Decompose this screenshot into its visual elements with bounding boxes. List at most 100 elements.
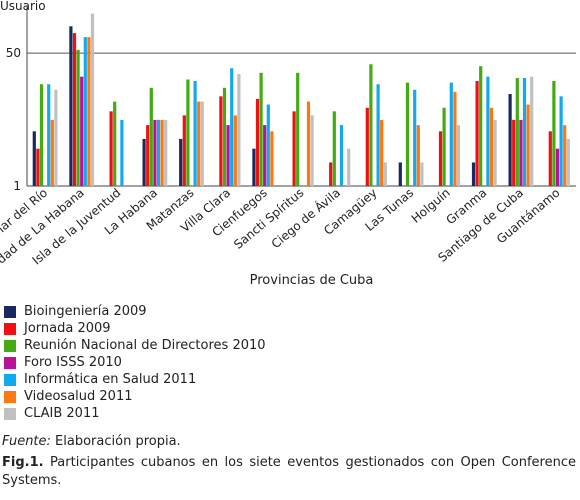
bar (416, 125, 420, 186)
bar (219, 96, 223, 186)
bar (475, 80, 479, 186)
bar (263, 125, 267, 186)
y-tick-label: 50 (6, 46, 21, 60)
bar (332, 111, 336, 186)
bar (233, 115, 237, 186)
legend-label: Jornada 2009 (24, 321, 111, 336)
bar (559, 96, 563, 186)
bar (347, 148, 351, 186)
legend-label: Bioingeniería 2009 (24, 304, 147, 319)
bar (36, 148, 40, 186)
legend-swatch (4, 373, 16, 386)
bar (522, 78, 527, 186)
bar (515, 78, 519, 186)
bar (376, 84, 380, 186)
bar (296, 72, 300, 186)
legend-label: Foro ISSS 2010 (24, 355, 122, 370)
bar (197, 101, 201, 186)
bar (54, 89, 58, 186)
bar (292, 111, 296, 186)
chart-axes (26, 6, 576, 187)
bar (47, 84, 51, 186)
bar (193, 80, 197, 186)
legend-swatch (4, 407, 16, 420)
bar (449, 82, 453, 186)
x-axis-title: Provincias de Cuba (250, 273, 374, 288)
bar (153, 119, 157, 186)
bar (160, 119, 164, 186)
bar (255, 98, 260, 186)
bar (442, 107, 446, 186)
legend-item: CLAIB 2011 (4, 405, 266, 422)
bar (69, 26, 73, 186)
bar (380, 119, 384, 186)
caption-label: Fig.1. (2, 455, 44, 470)
bar (413, 89, 417, 186)
legend-swatch (4, 322, 16, 335)
bar (200, 101, 204, 186)
bar (72, 33, 77, 186)
bar (120, 119, 124, 186)
bar (453, 91, 457, 186)
chart-legend: Bioingeniería 2009 Jornada 2009 Reunión Na… (4, 303, 266, 422)
bar (142, 138, 146, 186)
bar (479, 66, 483, 186)
legend-item: Jornada 2009 (4, 320, 266, 337)
bar (489, 107, 494, 186)
bar (186, 79, 190, 186)
bar (471, 162, 476, 186)
source-note: Fuente: Elaboración propia. (2, 434, 181, 449)
bar (179, 138, 183, 186)
bar (530, 76, 534, 186)
bar (32, 131, 36, 186)
bar (383, 162, 387, 186)
legend-label: CLAIB 2011 (24, 406, 100, 421)
bar (266, 104, 270, 186)
legend-label: Videosalud 2011 (24, 389, 133, 404)
bar (113, 101, 117, 186)
bar (310, 115, 314, 186)
bar (80, 76, 84, 186)
legend-item: Videosalud 2011 (4, 388, 266, 405)
bar (109, 111, 113, 186)
legend-swatch (4, 339, 16, 352)
source-label: Fuente: (2, 434, 51, 449)
legend-label: Reunión Nacional de Directores 2010 (24, 338, 266, 353)
bar (252, 148, 256, 186)
bar (405, 82, 410, 186)
bar (164, 119, 168, 186)
legend-item: Bioingeniería 2009 (4, 303, 266, 320)
bar (420, 162, 424, 186)
bar (83, 37, 87, 186)
chart-bars (32, 13, 570, 186)
bar (519, 119, 523, 186)
bar (156, 119, 161, 186)
bar (512, 119, 516, 186)
x-tick-label: Guantánamo (494, 186, 563, 247)
bar (90, 13, 95, 186)
caption-text: Participantes cubanos en los siete event… (2, 455, 576, 488)
bar (222, 87, 227, 186)
source-text: Elaboración propia. (55, 434, 181, 449)
bar (76, 49, 80, 186)
bar (563, 125, 567, 186)
legend-item: Reunión Nacional de Directores 2010 (4, 337, 266, 354)
bar (237, 74, 241, 186)
bar (398, 162, 402, 186)
legend-label: Informática en Salud 2011 (24, 372, 197, 387)
bar (456, 125, 461, 186)
bar (306, 101, 311, 186)
bar (329, 162, 333, 186)
bar (39, 84, 44, 186)
figure-caption: Fig.1. Participantes cubanos en los siet… (2, 454, 576, 490)
bar (548, 131, 552, 186)
y-axis-title: Usuario (0, 0, 46, 13)
bar (270, 131, 274, 186)
bar (438, 131, 443, 186)
legend-swatch (4, 305, 16, 318)
legend-swatch (4, 390, 16, 403)
bar (369, 64, 373, 186)
bar (230, 68, 234, 186)
legend-swatch (4, 356, 16, 369)
